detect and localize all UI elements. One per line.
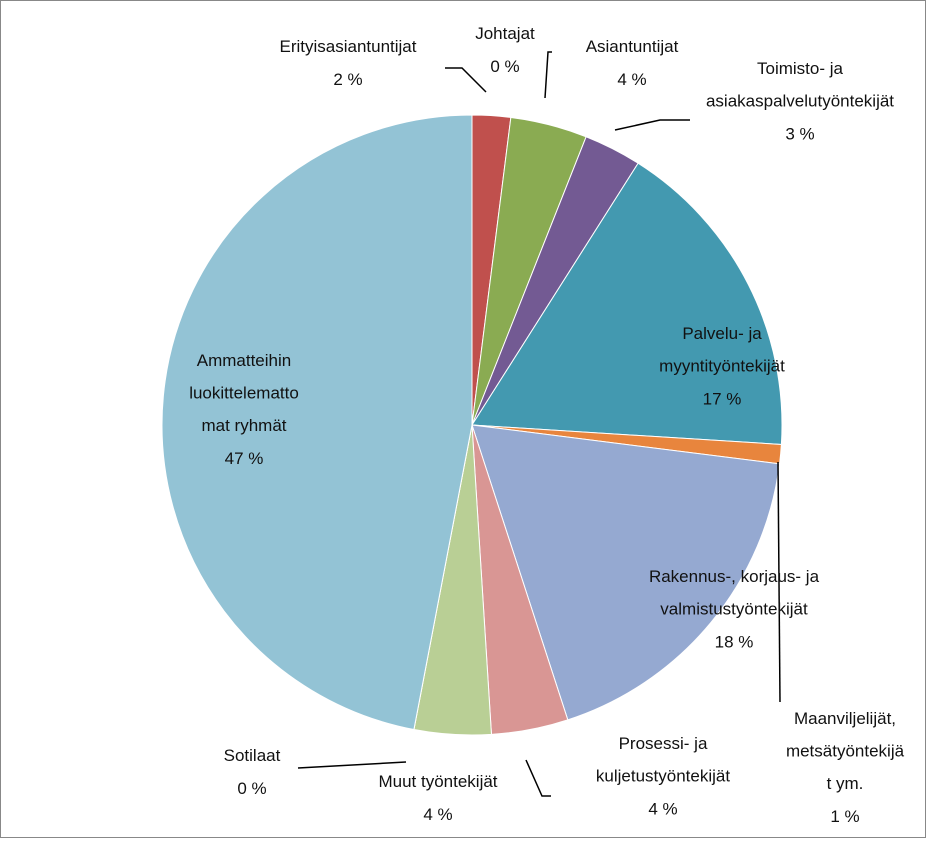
category-label: Ammatteihin luokittelematto mat ryhmät [189,351,299,435]
slice [471,162,783,445]
category-label-line: Erityisasiantuntijat [279,37,416,56]
value-label: 0 % [490,57,519,76]
value-label: 17 % [703,389,742,408]
category-label: Prosessi- ja kuljetustyöntekijät [596,734,730,786]
category-label-line: Muut työntekijät [378,772,497,791]
category-label: Sotilaat [224,746,281,765]
value-label: 2 % [333,70,362,89]
category-label-line: Rakennus-, korjaus- ja [649,567,820,586]
value-label: 18 % [715,632,754,651]
leader-line [445,67,487,93]
category-label: Rakennus-, korjaus- ja valmistustyöntekij… [649,567,820,619]
value-label: 4 % [617,70,646,89]
category-label-line: Ammatteihin [197,351,291,370]
category-label-line: asiakaspalvelutyöntekijät [706,92,894,111]
slices [161,114,783,736]
category-label: Erityisasiantuntijat [279,37,416,56]
leader-line [297,761,407,769]
category-label-line: valmistustyöntekijät [660,600,808,619]
leader-line [614,119,690,131]
value-label: 4 % [648,799,677,818]
category-label: Toimisto- ja asiakaspalvelutyöntekijät [706,59,894,111]
value-label: 47 % [225,449,264,468]
value-label: 4 % [423,805,452,824]
leader-line [525,759,551,797]
category-label-line: Johtajat [475,24,535,43]
category-label: Muut työntekijät [378,772,497,791]
category-label: Palvelu- ja myyntityöntekijät [659,324,785,376]
category-label-line: t ym. [827,774,864,793]
category-label-line: Palvelu- ja [682,324,762,343]
leader-line [544,51,552,99]
category-label: Maanviljelijät, metsätyöntekijä t ym. [786,709,905,793]
category-label-line: myyntityöntekijät [659,357,785,376]
category-label-line: luokittelematto [189,384,299,403]
leader-lines [297,51,781,797]
category-label: Johtajat [475,24,535,43]
slice [471,424,781,721]
category-label-line: mat ryhmät [201,416,286,435]
category-label-line: Asiantuntijat [586,37,679,56]
category-label-line: Sotilaat [224,746,281,765]
value-label: 3 % [785,124,814,143]
category-label: Asiantuntijat [586,37,679,56]
category-label-line: Prosessi- ja [619,734,708,753]
category-label-line: kuljetustyöntekijät [596,767,730,786]
category-label-line: metsätyöntekijä [786,742,905,761]
slice [161,114,473,731]
category-label-line: Maanviljelijät, [794,709,896,728]
leader-line [777,461,781,703]
value-label: 0 % [237,779,266,798]
value-label: 1 % [830,807,859,826]
category-label-line: Toimisto- ja [757,59,844,78]
